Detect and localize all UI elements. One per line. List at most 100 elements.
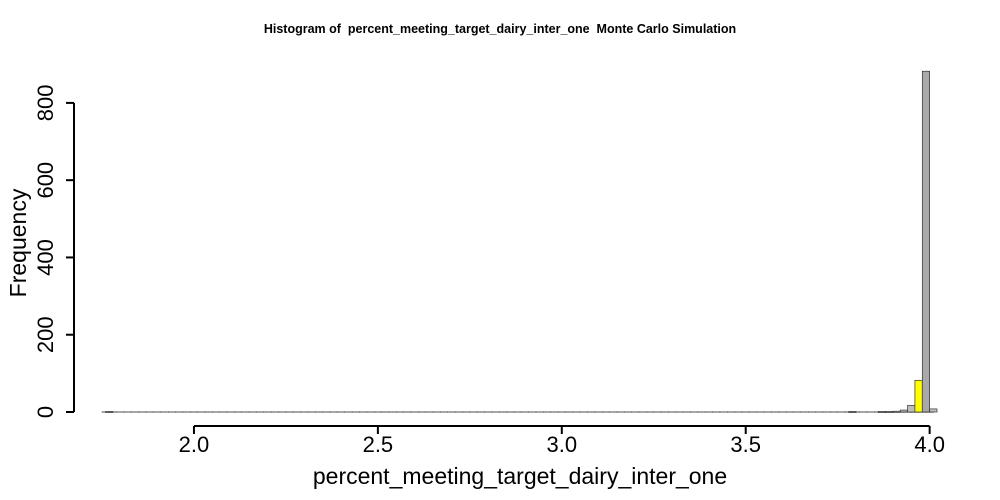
histogram-empty-bin (550, 411, 559, 413)
histogram-bar (914, 379, 923, 413)
histogram-empty-bin (830, 411, 838, 413)
histogram-empty-bin (175, 411, 184, 413)
histogram-empty-bin (815, 411, 824, 413)
histogram-bar (921, 70, 930, 413)
histogram-empty-bin (344, 411, 353, 413)
histogram-empty-bin (307, 411, 316, 413)
histogram-empty-bin (381, 411, 390, 413)
histogram-empty-bin (168, 411, 176, 413)
histogram-empty-bin (616, 411, 625, 413)
histogram-empty-bin (204, 411, 213, 413)
x-tick-label: 2.0 (179, 432, 210, 457)
histogram-empty-bin (116, 411, 125, 413)
histogram-empty-bin (521, 411, 529, 413)
histogram-empty-bin (624, 411, 632, 413)
histogram-empty-bin (646, 411, 654, 413)
histogram-empty-bin (808, 411, 816, 413)
histogram-empty-bin (138, 411, 147, 413)
histogram-empty-bin (572, 411, 581, 413)
y-tick-label: 600 (33, 162, 58, 199)
histogram-empty-bin (565, 411, 574, 413)
histogram-empty-bin (690, 411, 699, 413)
histogram-empty-bin (285, 411, 294, 413)
histogram-empty-bin (462, 411, 471, 413)
histogram-empty-bin (145, 411, 154, 413)
histogram-empty-bin (602, 411, 610, 413)
histogram-empty-bin (322, 411, 331, 413)
histogram-empty-bin (366, 411, 375, 413)
histogram-empty-bin (403, 411, 412, 413)
histogram-empty-bin (727, 411, 735, 413)
x-tick-label: 4.0 (914, 432, 945, 457)
histogram-bar (907, 405, 916, 413)
histogram-empty-bin (123, 411, 132, 413)
histogram-bar (899, 409, 908, 413)
histogram-empty-bin (763, 411, 772, 413)
histogram-empty-bin (212, 411, 220, 413)
histogram-empty-bin (293, 411, 301, 413)
histogram-empty-bin (410, 411, 419, 413)
histogram-empty-bin (241, 411, 250, 413)
histogram-empty-bin (396, 411, 404, 413)
y-tick-label: 800 (33, 85, 58, 122)
histogram-empty-bin (329, 411, 338, 413)
histogram-empty-bin (153, 411, 162, 413)
histogram-empty-bin (440, 411, 448, 413)
histogram-empty-bin (190, 411, 198, 413)
x-tick-label: 3.5 (730, 432, 761, 457)
histogram-empty-bin (499, 411, 507, 413)
histogram-empty-bin (388, 411, 397, 413)
histogram-empty-bin (778, 411, 787, 413)
histogram-empty-bin (859, 411, 868, 413)
histogram-empty-bin (469, 411, 478, 413)
histogram-empty-bin (631, 411, 640, 413)
histogram-empty-bin (822, 411, 831, 413)
histogram-empty-bin (719, 411, 728, 413)
histogram-empty-bin (271, 411, 279, 413)
histogram-empty-bin (682, 411, 691, 413)
histogram-empty-bin (771, 411, 780, 413)
x-tick-label: 2.5 (363, 432, 394, 457)
histogram-bar (929, 408, 938, 413)
histogram-bar (877, 411, 886, 413)
histogram-empty-bin (278, 411, 287, 413)
histogram-empty-bin (359, 411, 368, 413)
histogram-empty-bin (785, 411, 794, 413)
histogram-empty-bin (557, 411, 566, 413)
histogram-empty-bin (609, 411, 618, 413)
y-tick-label: 400 (33, 239, 58, 276)
y-tick-label: 200 (33, 316, 58, 353)
histogram-empty-bin (300, 411, 309, 413)
y-axis-label: Frequency (5, 188, 31, 297)
histogram-empty-bin (675, 411, 684, 413)
histogram-empty-bin (866, 411, 875, 413)
histogram-empty-bin (131, 411, 139, 413)
histogram-empty-bin (374, 411, 382, 413)
histogram-empty-bin (734, 411, 743, 413)
histogram-empty-bin (653, 411, 662, 413)
histogram-empty-bin (793, 411, 802, 413)
histogram-empty-bin (756, 411, 765, 413)
histogram-empty-bin (418, 411, 426, 413)
histogram-empty-bin (315, 411, 323, 413)
histogram-empty-bin (476, 411, 485, 413)
histogram-empty-bin (484, 411, 493, 413)
y-tick-label: 0 (33, 406, 58, 418)
x-tick-label: 3.0 (547, 432, 578, 457)
histogram-empty-bin (513, 411, 522, 413)
chart-title: Histogram of percent_meeting_target_dair… (263, 22, 737, 36)
histogram-empty-bin (594, 411, 603, 413)
histogram-empty-bin (337, 411, 345, 413)
histogram-bar (885, 411, 894, 413)
histogram-empty-bin (248, 411, 257, 413)
histogram-bar (105, 411, 114, 413)
histogram-empty-bin (705, 411, 713, 413)
histogram-empty-bin (182, 411, 191, 413)
histogram-empty-bin (749, 411, 757, 413)
histogram-bar (892, 410, 901, 413)
histogram-empty-bin (528, 411, 537, 413)
histogram-empty-bin (491, 411, 500, 413)
histogram-empty-bin (712, 411, 721, 413)
histogram-empty-bin (587, 411, 596, 413)
